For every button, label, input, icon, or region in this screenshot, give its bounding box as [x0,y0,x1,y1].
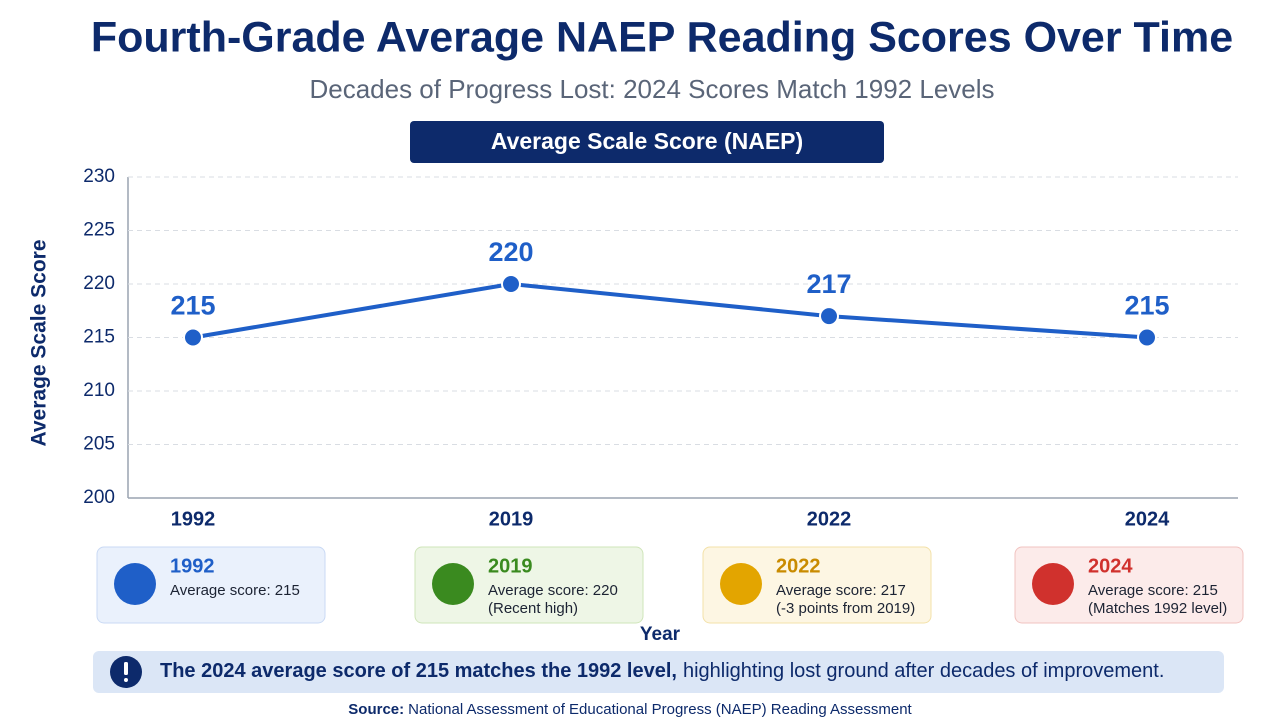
callout-text: highlighting lost ground after decades o… [683,660,1164,682]
card-year: 2019 [488,555,533,577]
card-line: (Recent high) [488,600,578,617]
card-line: Average score: 215 [1088,582,1218,599]
point [183,327,203,348]
card [702,546,932,624]
value-label: 217 [806,269,851,299]
point [819,306,839,327]
callout-icon-mark [124,662,128,675]
badge: Average Scale Score (NAEP) [491,128,803,154]
callout-icon-dot [124,678,128,682]
y-tick-label: 215 [83,327,115,348]
x-tick-label: 1992 [171,508,216,530]
card-line: Average score: 215 [170,582,300,599]
chart-subtitle: Decades of Progress Lost: 2024 Scores Ma… [309,74,994,104]
x-tick-label: 2024 [1125,508,1170,530]
source: Source: National Assessment of Educationa… [348,701,912,718]
y-tick-label: 230 [83,166,115,187]
card [96,546,326,624]
y-axis-label: Average Scale Score [28,239,51,446]
value-label: 220 [488,237,533,267]
callout-bold: The 2024 average score of 215 matches th… [160,660,677,682]
y-tick-label: 225 [83,220,115,241]
card-line: Average score: 217 [776,582,906,599]
value-label: 215 [170,291,215,321]
line [192,282,1148,340]
value-label: 215 [1124,291,1169,321]
card [414,546,644,624]
point [1137,327,1157,348]
y-tick-label: 210 [83,380,115,401]
card-year: 2022 [776,555,821,577]
card-icon [720,563,762,605]
x-axis-label: Year [640,624,681,645]
card-year: 1992 [170,555,215,577]
card-line: (-3 points from 2019) [776,600,915,617]
card-icon [432,563,474,605]
callout-bg [93,651,1224,693]
y-tick-label: 205 [83,434,115,455]
x-tick-label: 2022 [807,508,852,530]
y-tick-label: 220 [83,273,115,294]
source-label: Source: [348,701,404,718]
x-tick-label: 2019 [489,508,534,530]
point [501,274,521,294]
card-icon [114,563,156,605]
badge-bg [410,121,884,163]
card-year: 2024 [1088,555,1133,577]
card-icon [1032,563,1074,605]
source-text: National Assessment of Educational Progr… [408,701,912,718]
card [1014,546,1244,624]
card-line: (Matches 1992 level) [1088,600,1227,617]
y-tick-label: 200 [83,487,115,508]
chart-title: Fourth-Grade Average NAEP Reading Scores… [91,13,1233,61]
callout: The 2024 average score of 215 matches th… [160,660,1164,682]
card-line: Average score: 220 [488,582,618,599]
